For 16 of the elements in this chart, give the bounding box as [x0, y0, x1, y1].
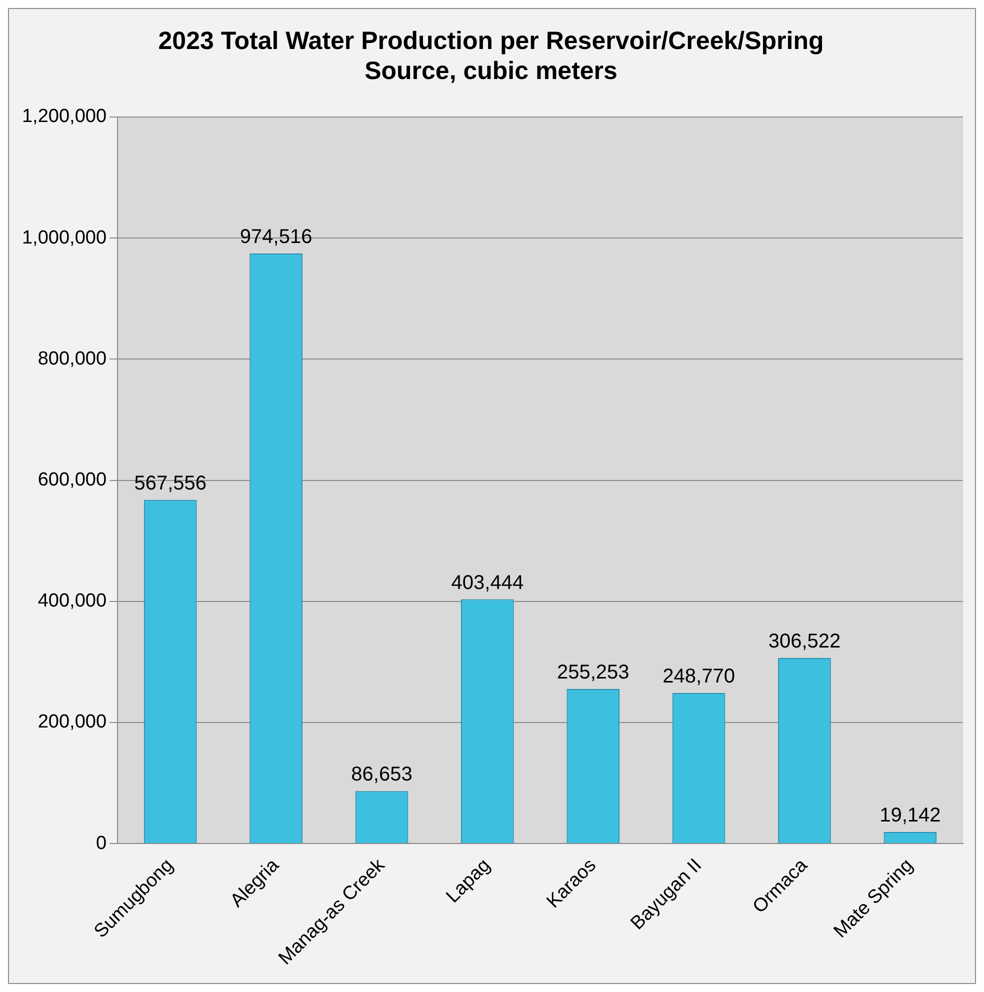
y-tick-label: 800,000 [38, 348, 107, 370]
y-tick-label: 1,200,000 [22, 106, 107, 128]
y-tick-label: 600,000 [38, 470, 107, 491]
y-tick-label: 1,000,000 [22, 227, 107, 248]
data-label: 403,444 [451, 572, 524, 594]
data-label: 974,516 [240, 226, 312, 248]
data-label: 19,142 [880, 804, 941, 826]
data-label: 248,770 [662, 665, 735, 688]
data-label: 255,253 [556, 662, 630, 684]
chart-title: 2023 Total Water Production per Reservoir/Creek/Spring Source, cubic meters [158, 26, 824, 85]
y-tick-label: 200,000 [38, 712, 107, 733]
y-tick-label: 0 [96, 832, 107, 854]
data-label: 86,653 [351, 764, 412, 786]
y-tick-label: 400,000 [38, 590, 107, 612]
data-label: 306,522 [768, 630, 841, 652]
data-label: 567,556 [134, 472, 207, 494]
